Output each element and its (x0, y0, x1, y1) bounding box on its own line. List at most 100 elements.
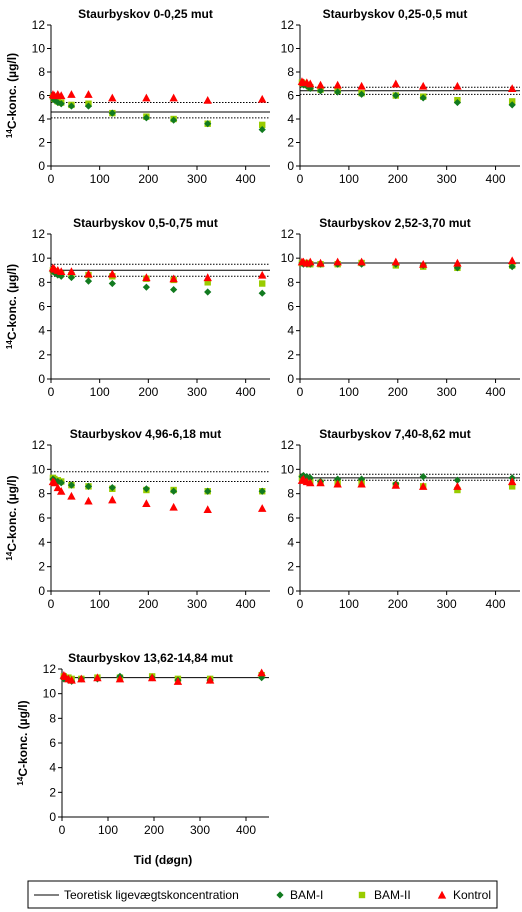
y-tick-label: 12 (281, 18, 295, 32)
x-tick-label: 300 (190, 823, 210, 837)
point-kontrol (108, 495, 117, 504)
y-tick-label: 8 (38, 275, 45, 289)
y-tick-label: 4 (38, 535, 45, 549)
point-kontrol (67, 267, 76, 276)
x-tick-label: 300 (187, 597, 207, 611)
point-kontrol (203, 273, 212, 282)
y-tick-label: 6 (49, 736, 56, 750)
x-tick-label: 200 (388, 172, 408, 186)
point-bam-i (419, 94, 427, 102)
point-kontrol (333, 257, 342, 266)
point-kontrol (142, 273, 151, 282)
chart-panel-2: Staurbyskov 0,25-0,5 mut 0 2 4 6 8 10 12 0 100 200… (281, 7, 520, 186)
x-tick-label: 0 (297, 385, 304, 399)
y-tick-label: 0 (287, 584, 294, 598)
point-kontrol (115, 674, 125, 683)
y-axis-label-superscript: 14 (16, 776, 25, 785)
y-tick-label: 0 (38, 159, 45, 173)
x-tick-label: 100 (90, 385, 110, 399)
point-kontrol (84, 269, 93, 278)
point-kontrol (57, 487, 66, 495)
point-kontrol (169, 502, 178, 511)
point-kontrol (169, 274, 178, 283)
legend-label: Teoretisk ligevægtskoncentration (64, 888, 239, 902)
point-kontrol (419, 260, 428, 268)
point-bam-i (142, 283, 150, 291)
y-axis-label: 14C-konc. (µg/l) (5, 53, 20, 138)
point-kontrol (50, 478, 59, 487)
y-tick-label: 12 (281, 227, 295, 241)
x-tick-label: 0 (48, 597, 55, 611)
y-tick-label: 2 (287, 560, 294, 574)
y-tick-label: 0 (49, 810, 56, 824)
point-kontrol (391, 257, 401, 266)
point-bam-i (258, 674, 266, 682)
x-tick-label: 200 (388, 385, 408, 399)
point-bam-i (54, 271, 62, 279)
y-tick-label: 0 (287, 159, 294, 173)
point-bam-i (57, 100, 65, 108)
y-tick-label: 12 (32, 438, 46, 452)
y-tick-label: 10 (32, 462, 46, 476)
x-tick-label: 200 (138, 172, 158, 186)
point-bam-i (57, 479, 65, 487)
point-kontrol (316, 258, 325, 267)
x-tick-label: 400 (236, 172, 256, 186)
chart-panel-4: Staurbyskov 2,52-3,70 mut 0 2 4 6 8 10 12 0 100 20… (281, 216, 520, 399)
point-kontrol (306, 478, 315, 487)
point-kontrol (142, 499, 151, 507)
panel-title: Staurbyskov 0-0,25 mut (78, 7, 213, 21)
panel-title: Staurbyskov 0,5-0,75 mut (73, 216, 218, 230)
x-tick-label: 0 (59, 823, 66, 837)
x-tick-label: 0 (48, 385, 55, 399)
chart-panel-5: Staurbyskov 4,96-6,18 mut 0 2 4 6 8 10 12 0 100 20… (5, 427, 270, 611)
point-bam-i (303, 473, 311, 481)
point-bam-ii (204, 279, 211, 286)
y-tick-label: 8 (38, 65, 45, 79)
point-kontrol (203, 96, 212, 104)
y-tick-label: 6 (287, 89, 294, 103)
point-bam-i (67, 102, 76, 110)
point-bam-i (108, 279, 116, 288)
y-tick-label: 4 (287, 535, 294, 549)
point-bam-ii (259, 280, 266, 287)
legend-item-bam-i: BAM-I (276, 888, 323, 902)
y-tick-label: 12 (281, 438, 295, 452)
y-tick-label: 4 (38, 112, 45, 126)
point-kontrol (453, 81, 462, 90)
point-kontrol (203, 505, 212, 514)
x-tick-label: 400 (236, 597, 256, 611)
legend-box (27, 880, 498, 909)
y-axis-label: 14C-konc. (µg/l) (5, 475, 20, 560)
point-kontrol (507, 477, 517, 486)
x-tick-label: 400 (236, 823, 256, 837)
point-bam-i (67, 273, 76, 282)
point-bam-i (358, 475, 366, 483)
point-bam-i (306, 474, 314, 482)
legend-item-bam-ii: BAM-II (358, 888, 411, 902)
x-tick-label: 300 (437, 385, 457, 399)
point-kontrol (419, 482, 428, 490)
point-kontrol (453, 482, 462, 490)
y-tick-label: 2 (38, 560, 45, 574)
y-tick-label: 6 (287, 511, 294, 525)
chart-panel-1: Staurbyskov 0-0,25 mut 0 2 4 6 8 10 12 0 100 200 30… (5, 7, 270, 186)
point-kontrol (391, 79, 401, 88)
x-tick-label: 200 (388, 597, 408, 611)
point-kontrol (316, 80, 325, 89)
y-tick-label: 12 (32, 18, 46, 32)
point-kontrol (258, 94, 267, 103)
point-bam-i (258, 289, 266, 297)
y-tick-label: 2 (287, 136, 294, 150)
point-bam-i (204, 487, 212, 495)
point-kontrol (333, 80, 342, 89)
x-tick-label: 100 (98, 823, 118, 837)
y-tick-label: 0 (38, 372, 45, 386)
y-tick-label: 0 (38, 584, 45, 598)
point-kontrol (333, 479, 342, 488)
point-kontrol (173, 677, 183, 685)
point-kontrol (67, 90, 76, 98)
point-bam-i (204, 120, 212, 128)
panel-title: Staurbyskov 4,96-6,18 mut (70, 427, 221, 441)
